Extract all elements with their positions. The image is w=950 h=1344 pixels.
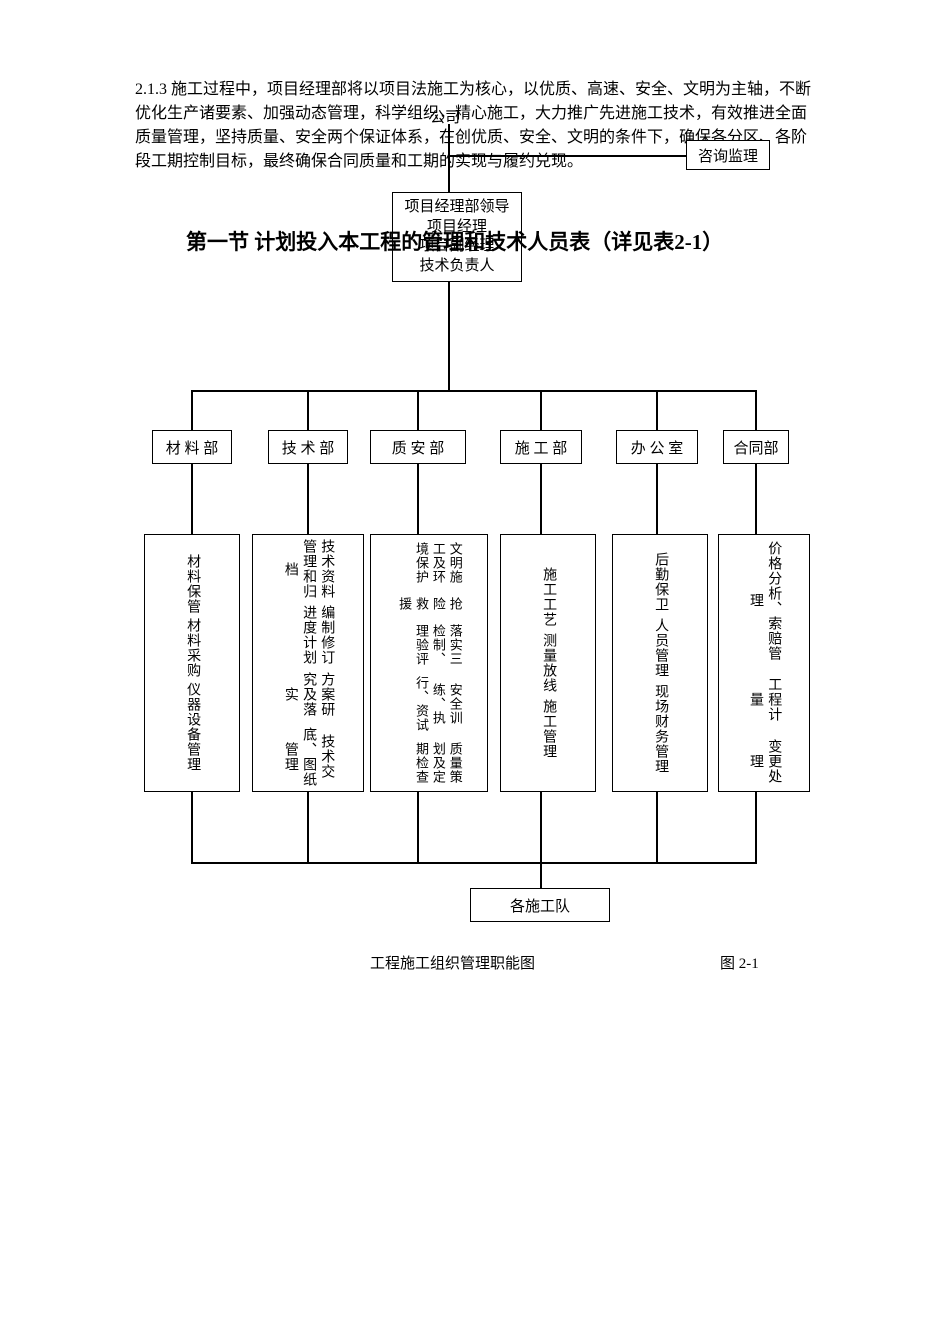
dept-quality-label: 质 安 部: [392, 437, 445, 458]
resp-contract-1: 工程计量: [746, 670, 782, 728]
resp-quality-box: 文明施工及环境保护 抢险救援 落实三检制、理验评 安全训练、执行、资试 质量策划…: [370, 534, 488, 792]
connector-top: [448, 124, 450, 192]
resp-construction-0: 施工管理: [539, 699, 557, 759]
resp-materials-0: 仪器设备管理: [183, 682, 201, 772]
resp-office-0: 现场财务管理: [651, 684, 669, 774]
bottom-teams-label: 各施工队: [510, 895, 570, 916]
resp-quality-2: 落实三检制、理验评: [395, 617, 463, 672]
overlay-zixun-label: 咨询监理: [698, 145, 758, 166]
drop-b6: [755, 792, 757, 862]
dept-construction-label: 施 工 部: [515, 437, 568, 458]
drop-b2: [307, 792, 309, 862]
drop-d3: [417, 390, 419, 430]
connector-zixun: [448, 155, 686, 157]
drop-b4: [540, 792, 542, 862]
dept-construction: 施 工 部: [500, 430, 582, 464]
drop-r4: [540, 464, 542, 534]
drop-r6: [755, 464, 757, 534]
dept-contract: 合同部: [723, 430, 789, 464]
section-title: 第一节 计划投入本工程的管理和技术人员表（详见表2-1）: [186, 226, 723, 256]
resp-quality-1: 安全训练、执行、资试: [395, 673, 463, 734]
dept-contract-label: 合同部: [733, 437, 778, 458]
leadership-line1: 项目经理部领导: [404, 198, 509, 218]
dept-materials: 材 料 部: [152, 430, 232, 464]
resp-office-1: 人员管理: [651, 618, 669, 678]
resp-contract-box: 价格分析、索赔管理 工程计量 变更处理: [718, 534, 810, 792]
resp-materials-1: 材料采购: [183, 618, 201, 678]
resp-materials-box: 材料保管 材料采购 仪器设备管理: [144, 534, 240, 792]
resp-tech-1: 方案研究及落实: [281, 668, 336, 721]
dept-office-label: 办 公 室: [631, 437, 684, 458]
dept-tech-label: 技 术 部: [282, 437, 335, 458]
drop-r1: [191, 464, 193, 534]
figure-label: 图 2-1: [720, 952, 759, 973]
resp-construction-1: 测量放线: [539, 633, 557, 693]
resp-office-box: 后勤保卫 人员管理 现场财务管理: [612, 534, 708, 792]
drop-r3: [417, 464, 419, 534]
resp-tech-box: 技术资料管理和归档 编制修订进度计划 方案研究及落实 技术交底、图纸管理: [252, 534, 364, 792]
drop-b5: [656, 792, 658, 862]
resp-construction-2: 施工工艺: [539, 567, 557, 627]
dept-office: 办 公 室: [616, 430, 698, 464]
resp-quality-3: 抢险救援: [395, 591, 463, 616]
dept-tech: 技 术 部: [268, 430, 348, 464]
page: 2.1.3 施工过程中，项目经理部将以项目法施工为核心，以优质、高速、安全、文明…: [0, 0, 950, 1344]
figure-caption: 工程施工组织管理职能图: [370, 952, 535, 973]
connector-leadership-down: [448, 282, 450, 390]
leadership-line4: 技术负责人: [419, 257, 494, 277]
resp-tech-3: 技术资料管理和归档: [281, 535, 336, 603]
bottom-teams-box: 各施工队: [470, 888, 610, 922]
resp-tech-2: 编制修订进度计划: [281, 605, 336, 666]
dept-materials-label: 材 料 部: [166, 437, 219, 458]
drop-b1: [191, 792, 193, 862]
drop-r2: [307, 464, 309, 534]
connector-dept-bus: [191, 390, 755, 392]
resp-quality-4: 文明施工及环境保护: [395, 535, 463, 590]
resp-construction-box: 施工工艺 测量放线 施工管理: [500, 534, 596, 792]
resp-quality-0: 质量策划及定期检查: [395, 736, 463, 791]
drop-bottom: [540, 862, 542, 888]
drop-b3: [417, 792, 419, 862]
drop-d1: [191, 390, 193, 430]
drop-d2: [307, 390, 309, 430]
drop-d6: [755, 390, 757, 430]
resp-materials-2: 材料保管: [183, 554, 201, 614]
drop-d5: [656, 390, 658, 430]
resp-contract-0: 变更处理: [746, 733, 782, 791]
dept-quality: 质 安 部: [370, 430, 466, 464]
overlay-zixun-box: 咨询监理: [686, 140, 770, 170]
overlay-gongsi: 公司: [430, 106, 460, 127]
drop-r5: [656, 464, 658, 534]
resp-contract-2: 价格分析、索赔管理: [746, 535, 782, 666]
resp-tech-0: 技术交底、图纸管理: [281, 723, 336, 791]
connector-bottom-bus: [191, 862, 757, 864]
drop-d4: [540, 390, 542, 430]
resp-office-2: 后勤保卫: [651, 552, 669, 612]
